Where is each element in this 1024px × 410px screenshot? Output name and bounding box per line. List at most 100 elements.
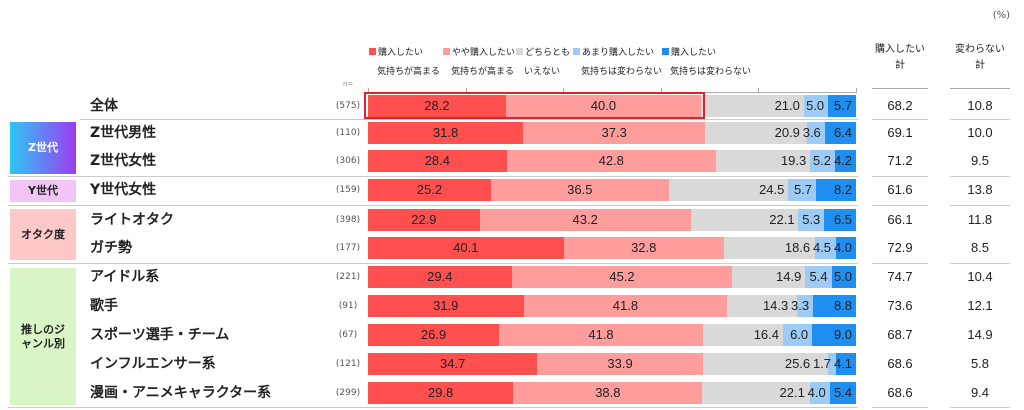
bar-segment: [702, 324, 783, 346]
row-separator: [950, 407, 1010, 408]
bar-segment: [824, 122, 856, 144]
bar-value-label: 31.9: [433, 298, 459, 313]
group-label: Z世代: [10, 122, 76, 174]
bar-value-label: 5.4: [809, 269, 828, 284]
bar-value-label: 5.3: [802, 212, 821, 227]
row-label: インフルエンサー系: [90, 356, 216, 372]
sample-size: (159): [335, 185, 361, 195]
sample-size: (221): [335, 272, 361, 282]
bar-segment: [505, 95, 702, 117]
bar-value-label: 40.1: [453, 240, 479, 255]
bar-value-label: 22.9: [411, 212, 437, 227]
bar-segment: [490, 179, 669, 201]
bar-segment: [831, 266, 856, 288]
bar-value-label: 4.1: [833, 356, 853, 371]
bar-segment: [814, 237, 837, 259]
bar-value-label: 8.8: [833, 298, 853, 313]
row-separator: [950, 119, 1010, 120]
bar-value-label: 20.9: [774, 125, 800, 140]
total-buy: 71.2: [887, 153, 913, 168]
row-label: 歌手: [90, 298, 118, 314]
sample-size: (398): [335, 215, 361, 225]
bar-value-label: 45.2: [609, 269, 635, 284]
bar-value-label: 33.9: [607, 356, 633, 371]
axis-tick: [465, 88, 467, 93]
legend-line1: あまり購入したい: [582, 48, 655, 58]
bar-segment: [563, 237, 724, 259]
bar-value-label: 28.4: [424, 153, 451, 168]
axis-tick: [758, 88, 760, 93]
total-buy: 69.1: [887, 125, 913, 140]
total-buy: 66.1: [887, 212, 913, 227]
bar-segment: [506, 150, 716, 172]
bar-value-label: 41.8: [612, 298, 639, 313]
bar-segment: [523, 295, 728, 317]
row-label: ライトオタク: [90, 212, 174, 228]
bar-segment: [828, 95, 856, 117]
n-label: n=: [343, 80, 354, 88]
row-label: Z世代男性: [90, 125, 157, 141]
bar-segment: [782, 324, 813, 346]
legend-line2: 気持ちが高まる: [451, 67, 515, 77]
bar-value-label: 37.3: [601, 125, 627, 140]
total-buy: 68.6: [887, 385, 913, 400]
bar-value-label: 5.7: [793, 182, 813, 197]
bar-segment: [788, 179, 817, 201]
bar-segment: [835, 353, 856, 375]
legend-line2: いえない: [524, 67, 561, 77]
bar-value-label: 31.8: [432, 125, 459, 140]
total-nochange: 10.8: [967, 98, 993, 113]
bar-value-label: 32.8: [631, 240, 657, 255]
total-header: 購入したい計: [872, 42, 928, 74]
axis-tick: [660, 88, 662, 93]
bar-segment: [827, 353, 836, 375]
total-header-rule: [872, 88, 928, 89]
bar-segment: [807, 122, 825, 144]
group-label: Y世代: [10, 180, 76, 202]
bar-value-label: 5.0: [806, 98, 825, 113]
bar-segment: [499, 324, 703, 346]
row-label: Y世代女性: [90, 182, 157, 198]
bar-value-label: 8.2: [833, 182, 853, 197]
row-separator: [872, 176, 928, 177]
bar-value-label: 16.4: [753, 327, 780, 342]
bar-value-label: 3.3: [791, 298, 810, 313]
legend-line1: 購入したい: [671, 48, 717, 58]
total-header: 変わらない計: [950, 42, 1010, 74]
bar-value-label: 1.7: [812, 356, 832, 371]
bar-value-label: 21.0: [774, 98, 800, 113]
legend-item: あまり購入したい 気持ちは変わらない: [573, 44, 662, 82]
bar-segment: [537, 353, 703, 375]
row-label: 漫画・アニメキャラクター系: [90, 385, 272, 401]
bar-segment: [368, 266, 512, 288]
bar-segment: [829, 382, 856, 404]
bar-segment: [723, 237, 815, 259]
legend-line1: 購入したい: [378, 48, 424, 58]
bar-value-label: 25.2: [416, 182, 443, 197]
sample-size: (67): [338, 330, 358, 340]
total-header-line1: 変わらない: [955, 44, 1005, 55]
bar-segment: [368, 209, 480, 231]
bar-value-label: 29.4: [427, 269, 453, 284]
legend-line1: どちらとも: [525, 48, 571, 58]
total-nochange: 11.8: [967, 212, 993, 227]
row-separator: [872, 119, 928, 120]
bar-value-label: 5.4: [833, 385, 853, 400]
bar-segment: [810, 150, 836, 172]
bar-value-label: 19.3: [780, 153, 807, 168]
legend-line2: 気持ちが高まる: [377, 67, 441, 77]
sample-size: (110): [335, 128, 361, 138]
bar-value-label: 5.2: [812, 153, 832, 168]
row-separator: [8, 407, 858, 408]
bar-segment: [690, 209, 799, 231]
legend-swatch: [662, 48, 669, 55]
bar-value-label: 26.9: [420, 327, 447, 342]
total-buy: 73.6: [887, 298, 913, 313]
total-nochange: 10.4: [967, 269, 993, 284]
row-separator: [8, 205, 858, 206]
sample-size: (91): [338, 301, 358, 311]
bar-segment: [479, 209, 691, 231]
bar-segment: [702, 382, 811, 404]
bar-value-label: 9.0: [833, 327, 853, 342]
bar-segment: [715, 150, 811, 172]
